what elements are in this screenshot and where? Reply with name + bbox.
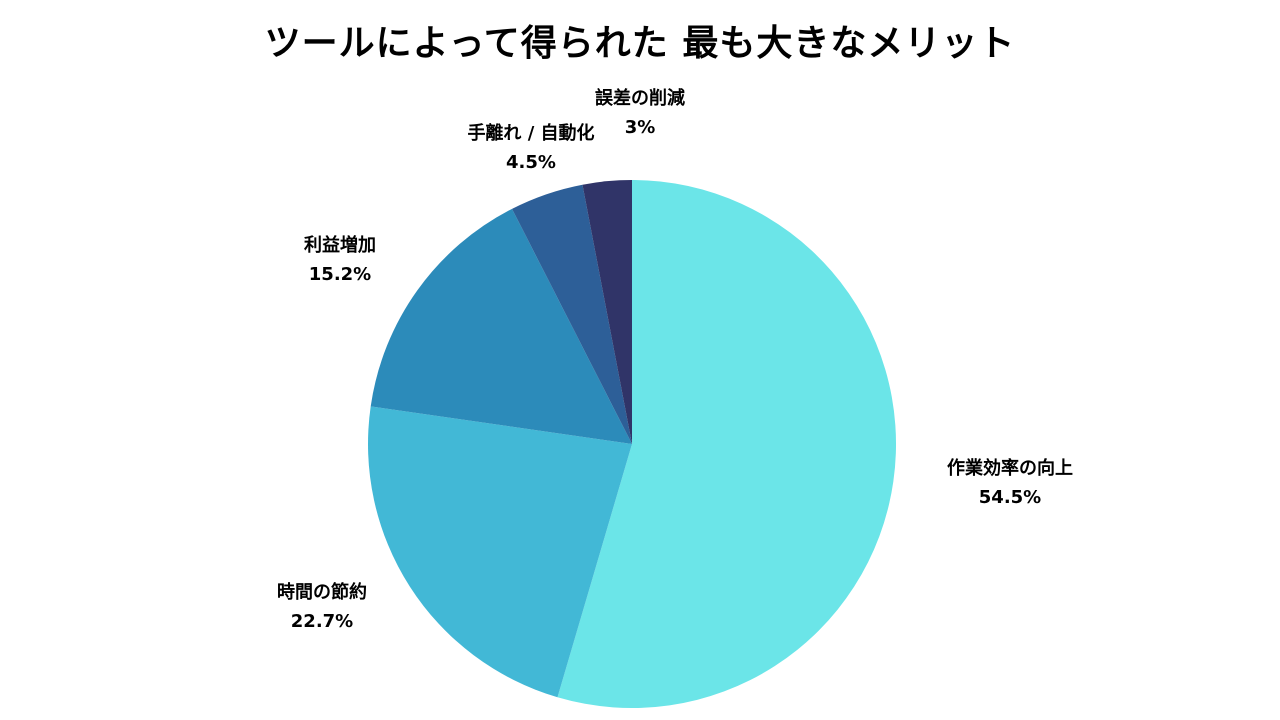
slice-value-label: 15.2%	[309, 264, 371, 285]
slice-category-label: 誤差の削減	[595, 87, 685, 109]
pie-slice	[512, 184, 632, 444]
pie-labels: 作業効率の向上 54.5% 時間の節約 22.7% 利益増加 15.2% 手離れ / 自動化…	[277, 87, 1073, 632]
slice-value-label: 22.7%	[291, 611, 353, 632]
pie-slice	[368, 406, 632, 698]
pie-slice	[370, 208, 632, 444]
pie-slices	[368, 180, 897, 709]
pie-slice	[557, 180, 897, 709]
slice-category-label: 利益増加	[304, 234, 376, 256]
slice-category-label: 手離れ / 自動化	[467, 122, 594, 144]
slice-category-label: 時間の節約	[277, 581, 367, 603]
slice-value-label: 4.5%	[506, 152, 556, 173]
chart-title: ツールによって得られた 最も大きなメリット	[264, 23, 1016, 64]
slice-value-label: 3%	[625, 117, 656, 138]
slice-value-label: 54.5%	[979, 487, 1041, 508]
pie-slice	[582, 180, 632, 444]
slice-category-label: 作業効率の向上	[947, 457, 1073, 479]
